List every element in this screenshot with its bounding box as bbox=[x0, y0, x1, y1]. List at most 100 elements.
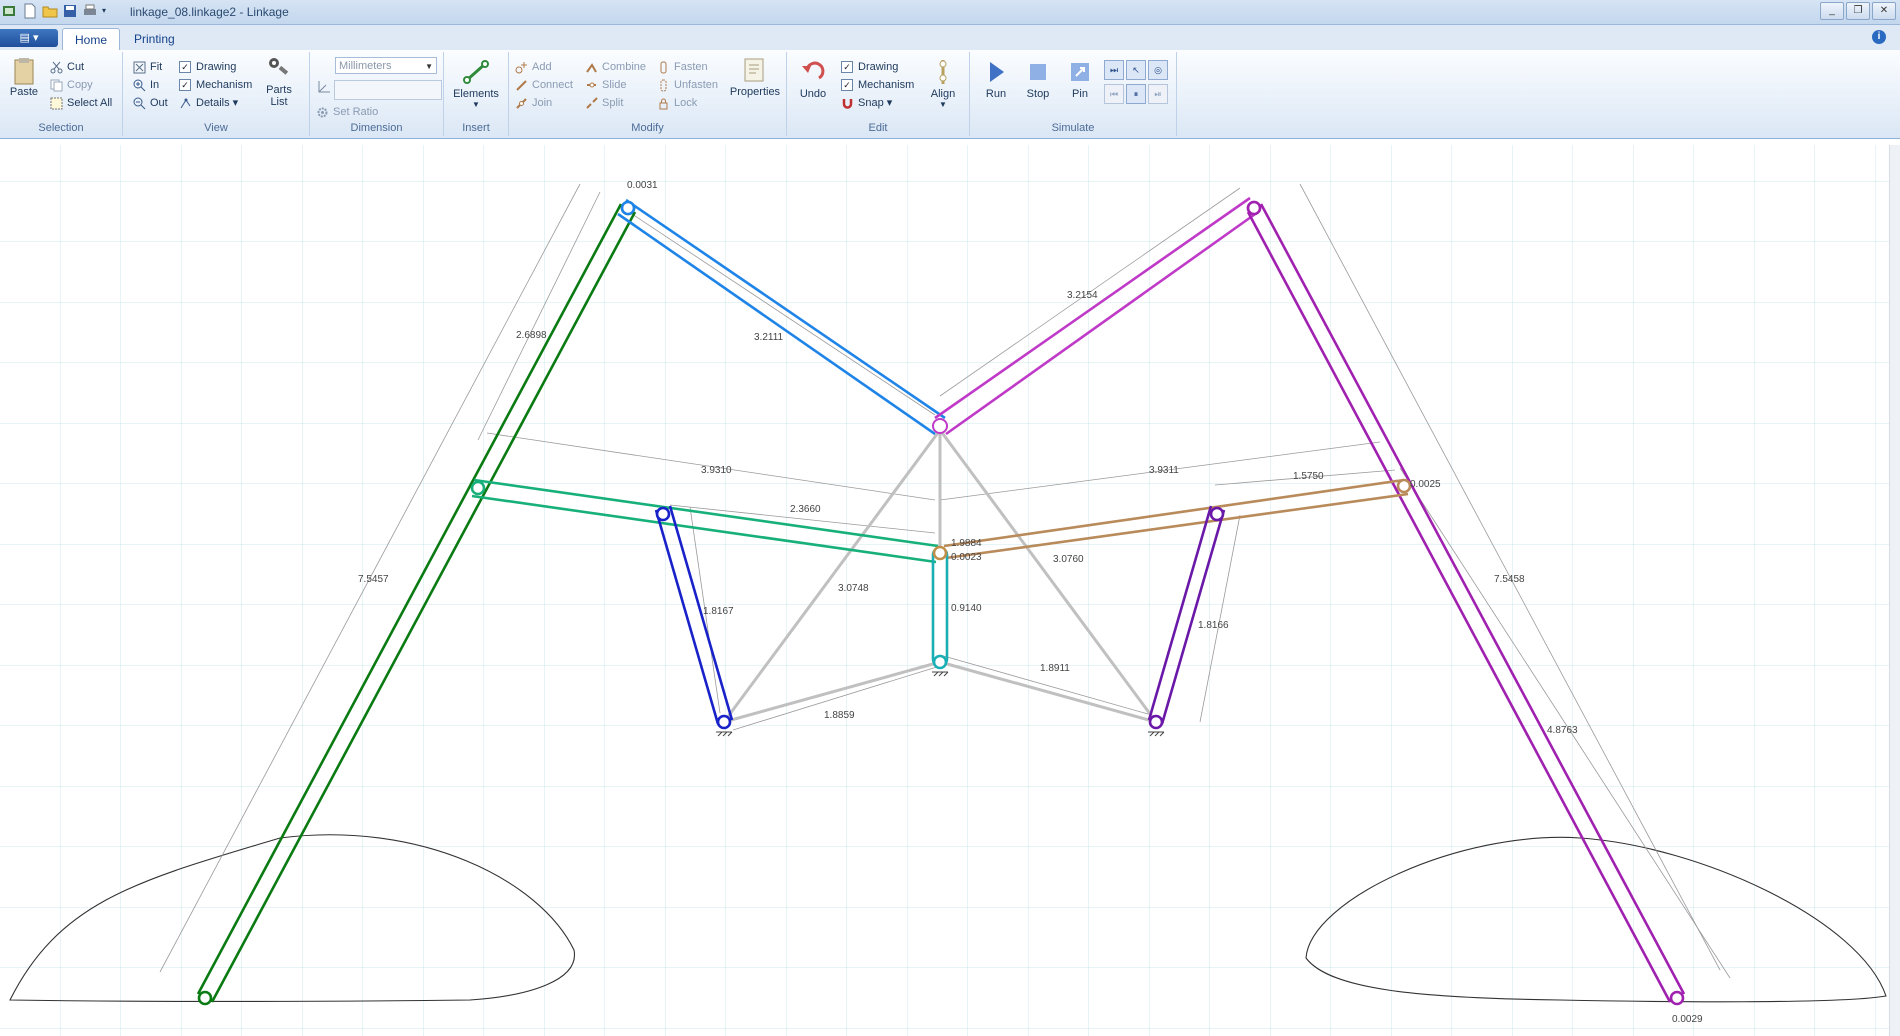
cursor-icon[interactable]: ↖ bbox=[1126, 60, 1146, 80]
join-label: Join bbox=[532, 97, 553, 109]
play-icon bbox=[982, 58, 1010, 86]
zoom-out-icon bbox=[133, 97, 146, 110]
in-label: In bbox=[150, 79, 160, 91]
save-icon[interactable] bbox=[62, 3, 78, 19]
pause-icon[interactable]: ⏸ bbox=[1126, 84, 1146, 104]
stop-button[interactable]: Stop bbox=[1018, 58, 1058, 100]
edit-mechanism-checkbox[interactable]: ✓ Mechanism bbox=[841, 76, 914, 94]
split-button[interactable]: Split bbox=[585, 94, 623, 112]
right-purple-crank bbox=[1147, 505, 1226, 730]
fit-icon bbox=[133, 61, 146, 74]
magnet-icon bbox=[841, 97, 854, 110]
dimension-label: 4.8763 bbox=[1547, 725, 1578, 736]
combine-button[interactable]: Combine bbox=[585, 58, 646, 76]
parts-list-label-2: List bbox=[270, 96, 288, 108]
paste-label: Paste bbox=[9, 86, 39, 98]
view-drawing-checkbox[interactable]: ✓ Drawing bbox=[179, 58, 236, 76]
step-forward-icon[interactable]: ⏯ bbox=[1148, 84, 1168, 104]
mechanism-drawing[interactable]: 0.0031 2.6898 3.2111 3.2154 7.5457 7.545… bbox=[0, 145, 1900, 1036]
view-mechanism-label: Mechanism bbox=[196, 79, 253, 91]
right-orange-horizontal-link bbox=[943, 478, 1412, 560]
zoom-in-button[interactable]: In bbox=[133, 76, 159, 94]
app-menu-icon: ▤ ▾ bbox=[19, 32, 39, 44]
restore-button[interactable]: ❐ bbox=[1846, 2, 1870, 20]
add-button[interactable]: Add bbox=[515, 58, 552, 76]
copy-button[interactable]: Copy bbox=[50, 76, 93, 94]
customize-qat-icon[interactable]: ▾ bbox=[102, 6, 107, 15]
pin-label: Pin bbox=[1072, 88, 1088, 100]
dimension-label: 2.6898 bbox=[516, 330, 547, 341]
group-modify: Add Connect Join Combine Slide Split Fas… bbox=[509, 52, 787, 136]
run-label: Run bbox=[985, 88, 1007, 100]
undo-button[interactable]: Undo bbox=[793, 58, 833, 100]
fasten-button[interactable]: Fasten bbox=[657, 58, 708, 76]
parts-list-button[interactable]: Parts List bbox=[259, 54, 299, 108]
set-ratio-button[interactable]: Set Ratio bbox=[316, 103, 378, 121]
snap-dropdown[interactable]: Snap ▾ bbox=[841, 94, 892, 112]
slide-button[interactable]: Slide bbox=[585, 76, 626, 94]
unfasten-button[interactable]: Unfasten bbox=[657, 76, 718, 94]
pin-button[interactable]: Pin bbox=[1060, 58, 1100, 100]
zoom-fit-button[interactable]: Fit bbox=[133, 58, 162, 76]
connect-icon bbox=[515, 79, 528, 92]
record-icon[interactable]: ◎ bbox=[1148, 60, 1168, 80]
dimension-label: 1.8166 bbox=[1198, 620, 1229, 631]
connect-button[interactable]: Connect bbox=[515, 76, 573, 94]
align-icon bbox=[929, 58, 957, 86]
cut-button[interactable]: Cut bbox=[50, 58, 84, 76]
select-all-button[interactable]: Select All bbox=[50, 94, 112, 112]
paste-button[interactable]: Paste bbox=[4, 56, 44, 98]
zoom-out-button[interactable]: Out bbox=[133, 94, 168, 112]
app-icon[interactable] bbox=[2, 3, 18, 19]
select-all-icon bbox=[50, 97, 63, 110]
edit-mechanism-label: Mechanism bbox=[858, 79, 915, 91]
checkmark-icon: ✓ bbox=[841, 79, 853, 92]
join-button[interactable]: Join bbox=[515, 94, 552, 112]
drawing-canvas[interactable]: 0.0031 2.6898 3.2111 3.2154 7.5457 7.545… bbox=[0, 145, 1900, 1036]
open-folder-icon[interactable] bbox=[42, 3, 58, 19]
elements-button[interactable]: Elements ▼ bbox=[452, 58, 500, 109]
left-blue-crank bbox=[654, 505, 734, 730]
step-back-icon[interactable]: ⏮ bbox=[1104, 84, 1124, 104]
copy-icon bbox=[50, 79, 63, 92]
ground-anchor-icons bbox=[716, 671, 1165, 737]
tab-printing[interactable]: Printing bbox=[134, 32, 175, 46]
group-label-insert: Insert bbox=[462, 122, 490, 134]
left-blue-upper-link bbox=[617, 198, 946, 436]
units-select[interactable]: Millimeters ▼ bbox=[335, 57, 437, 74]
unfasten-label: Unfasten bbox=[674, 79, 719, 91]
fast-forward-icon[interactable]: ⏭ bbox=[1104, 60, 1124, 80]
close-button[interactable]: ✕ bbox=[1872, 2, 1896, 20]
details-dropdown[interactable]: Details ▾ bbox=[179, 94, 238, 112]
tab-home[interactable]: Home bbox=[62, 28, 121, 51]
help-info-icon[interactable]: i bbox=[1872, 30, 1886, 44]
split-label: Split bbox=[602, 97, 624, 109]
vertical-scrollbar[interactable] bbox=[1889, 145, 1900, 1036]
application-menu-button[interactable]: ▤ ▾ bbox=[0, 29, 58, 47]
dimension-label: 0.0025 bbox=[1410, 479, 1441, 490]
minimize-button[interactable]: _ bbox=[1820, 2, 1844, 20]
view-mechanism-checkbox[interactable]: ✓ Mechanism bbox=[179, 76, 252, 94]
fasten-label: Fasten bbox=[674, 61, 708, 73]
run-button[interactable]: Run bbox=[976, 58, 1016, 100]
dimension-value-field[interactable] bbox=[334, 80, 442, 100]
stop-label: Stop bbox=[1026, 88, 1050, 100]
gear-icon bbox=[316, 106, 329, 119]
properties-button[interactable]: Properties bbox=[727, 56, 783, 98]
scissors-icon bbox=[50, 61, 63, 74]
center-top-joint[interactable] bbox=[932, 418, 948, 434]
dimension-label: 1.5750 bbox=[1293, 471, 1324, 482]
dimension-label: 0.0029 bbox=[1672, 1014, 1703, 1025]
print-icon[interactable] bbox=[82, 3, 98, 19]
dimension-label: 3.0760 bbox=[1053, 554, 1084, 565]
dimension-label: 3.9311 bbox=[1149, 465, 1179, 476]
new-file-icon[interactable] bbox=[22, 3, 38, 19]
units-value: Millimeters bbox=[339, 60, 392, 72]
gray-links bbox=[722, 429, 1158, 724]
group-edit: Undo ✓ Drawing ✓ Mechanism Snap ▾ Align ▼ … bbox=[787, 52, 970, 136]
lock-icon bbox=[657, 97, 670, 110]
lock-button[interactable]: Lock bbox=[657, 94, 697, 112]
edit-drawing-checkbox[interactable]: ✓ Drawing bbox=[841, 58, 898, 76]
dimension-label: 7.5457 bbox=[358, 574, 389, 585]
align-button[interactable]: Align ▼ bbox=[923, 58, 963, 109]
